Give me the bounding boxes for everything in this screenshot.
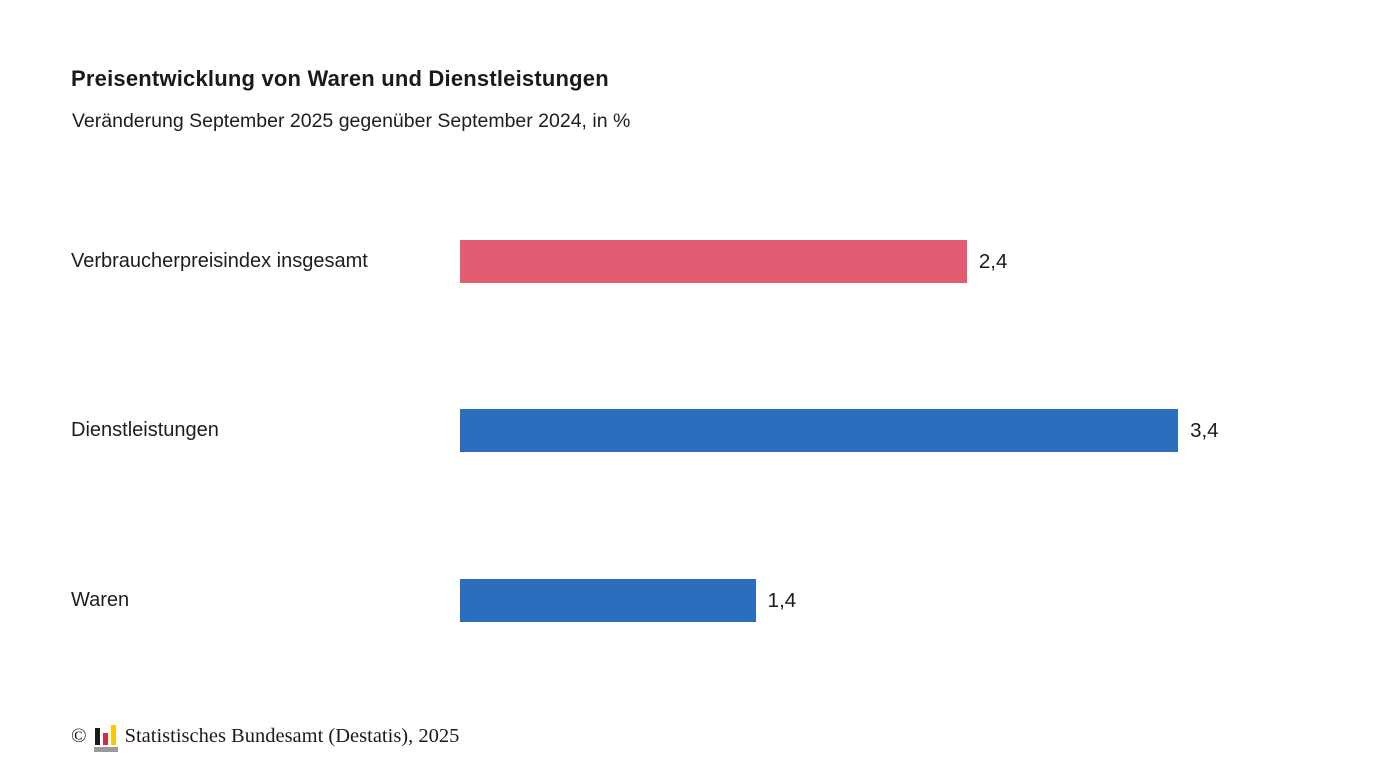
bar-waren — [460, 579, 756, 622]
bar-row-dienstleistungen: Dienstleistungen 3,4 — [0, 409, 1378, 452]
bar-value-label: 1,4 — [767, 588, 797, 612]
bar-track: 1,4 — [460, 579, 796, 622]
logo-bar-red — [103, 733, 109, 745]
bar-row-verbraucherpreisindex: Verbraucherpreisindex insgesamt 2,4 — [0, 240, 1378, 283]
destatis-bar-chart-icon — [93, 725, 118, 752]
bar-verbraucherpreisindex — [460, 240, 967, 283]
logo-bar-yellow — [111, 725, 117, 745]
bar-label: Verbraucherpreisindex insgesamt — [71, 250, 368, 272]
source-text: Statistisches Bundesamt (Destatis), 2025 — [124, 725, 460, 747]
bar-track: 2,4 — [460, 240, 1007, 283]
bar-value-label: 2,4 — [978, 249, 1008, 273]
bar-label: Waren — [71, 589, 130, 611]
chart-subtitle: Veränderung September 2025 gegenüber Sep… — [72, 110, 631, 132]
logo-bar-black — [95, 728, 101, 745]
bar-label: Dienstleistungen — [71, 419, 219, 441]
logo-baseline — [93, 747, 118, 752]
chart-title: Preisentwicklung von Waren und Dienstlei… — [71, 66, 609, 91]
bar-track: 3,4 — [460, 409, 1219, 452]
copyright-symbol: © — [71, 725, 87, 747]
source-attribution: © Statistisches Bundesamt (Destatis), 20… — [71, 722, 460, 752]
bar-dienstleistungen — [460, 409, 1179, 452]
bar-value-label: 3,4 — [1190, 418, 1219, 442]
bar-row-waren: Waren 1,4 — [0, 579, 1378, 622]
